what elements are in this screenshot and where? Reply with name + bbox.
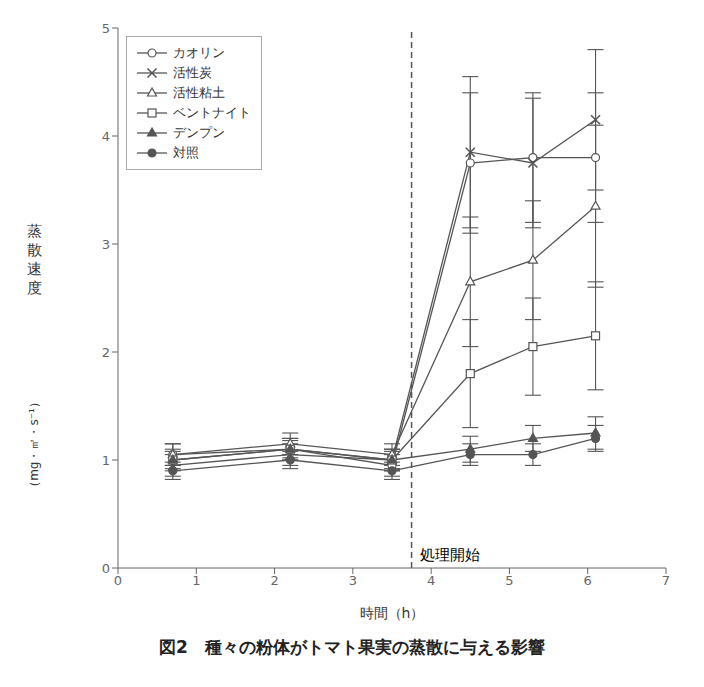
svg-text:時間（h）: 時間（h） (360, 605, 425, 621)
html-text:図2 種々の粉体がトマト果実の蒸散に与える影響: 図2 種々の粉体がトマト果実の蒸散に与える影響 (159, 637, 545, 657)
html-text:速: 速 (26, 260, 42, 278)
svg-text:1: 1 (192, 573, 200, 588)
svg-text:5: 5 (102, 21, 110, 36)
svg-text:処理開始: 処理開始 (420, 546, 480, 564)
svg-text:0: 0 (102, 561, 110, 576)
html-text:ベントナイト: ベントナイト (173, 105, 251, 120)
svg-text:7: 7 (662, 573, 670, 588)
svg-text:5: 5 (505, 573, 513, 588)
svg-text:0: 0 (114, 573, 122, 588)
html-text:カオリン: カオリン (173, 45, 225, 60)
svg-text:3: 3 (102, 237, 110, 252)
svg-text:3: 3 (349, 573, 357, 588)
svg-text:1: 1 (102, 453, 110, 468)
html-text:散: 散 (26, 241, 42, 259)
html-text:活性炭: 活性炭 (173, 65, 212, 80)
html-text:度: 度 (26, 279, 42, 297)
svg-text:2: 2 (102, 345, 110, 360)
svg-text:4: 4 (102, 129, 110, 144)
html-text:蒸: 蒸 (26, 222, 42, 240)
svg-text:4: 4 (427, 573, 435, 588)
svg-text:6: 6 (584, 573, 592, 588)
html-text:活性粘土: 活性粘土 (173, 85, 225, 100)
svg-text:2: 2 (270, 573, 278, 588)
html-text:対照: 対照 (173, 145, 199, 160)
html-text:デンプン: デンプン (173, 125, 225, 140)
html-text:（mg・㎡・s⁻¹）: （mg・㎡・s⁻¹） (26, 396, 41, 493)
